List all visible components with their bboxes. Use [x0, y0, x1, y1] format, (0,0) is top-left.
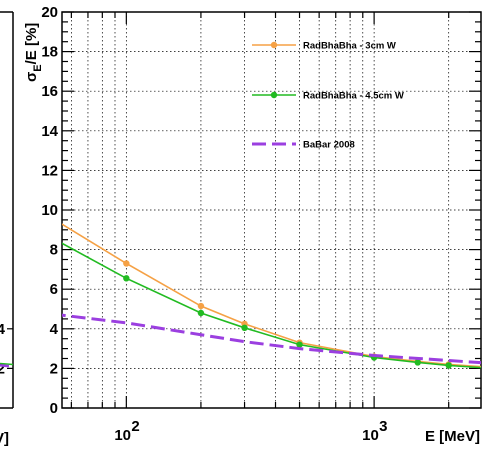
y-tick-label: 4 — [50, 321, 59, 338]
left-cut-tick-label: 2 — [0, 360, 5, 377]
legend: RadBhaBha - 3cm W RadBhaBha - 4.5cm W BaBa… — [252, 41, 404, 151]
data-point — [123, 275, 130, 282]
x-axis-title: E [MeV] — [425, 428, 480, 445]
y-axis-title-sigma: σ — [23, 72, 40, 82]
left-cut-line-purple — [0, 364, 13, 368]
x-tick-label: 10 — [114, 427, 131, 444]
series-line — [62, 223, 481, 368]
legend-label: RadBhaBha - 4.5cm W — [303, 91, 404, 102]
series-layer — [49, 223, 481, 369]
data-point — [414, 359, 421, 366]
y-axis-title-subscript: E — [32, 64, 44, 71]
data-point — [123, 260, 130, 267]
grid-lines — [62, 12, 481, 408]
y-tick-label: 6 — [50, 281, 58, 298]
left-cut-curves — [0, 362, 13, 368]
series-line-babar — [62, 313, 481, 365]
y-tick-label: 20 — [41, 4, 58, 21]
left-cut-x-label-fragment: eV] — [0, 430, 9, 447]
x-tick-label-exponent: 3 — [379, 418, 387, 435]
data-point — [197, 309, 205, 317]
data-point — [445, 362, 452, 369]
data-point — [197, 302, 205, 310]
data-point — [296, 341, 303, 348]
data-point — [241, 324, 248, 332]
x-tick-label-exponent: 2 — [131, 418, 139, 435]
left-cut-line-green — [0, 362, 13, 366]
y-tick-label: 16 — [41, 83, 58, 100]
series-2 — [62, 313, 481, 365]
legend-label: RadBhaBha - 3cm W — [303, 41, 396, 52]
y-tick-label: 10 — [41, 202, 58, 219]
legend-swatch-marker — [270, 41, 278, 49]
data-point — [49, 235, 55, 241]
axis-ticks — [62, 11, 481, 409]
y-tick-label: 0 — [50, 400, 58, 417]
y-axis-title: σE/E [%] — [23, 23, 44, 82]
y-tick-label: 12 — [41, 162, 58, 179]
legend-label: BaBar 2008 — [303, 140, 355, 151]
y-tick-label: 2 — [50, 360, 58, 377]
series-1 — [49, 235, 481, 369]
y-tick-label: 8 — [50, 242, 58, 259]
legend-swatch-marker — [270, 91, 278, 99]
y-tick-label: 14 — [41, 123, 58, 140]
left-cut-panel: 2 4 eV] — [0, 11, 14, 447]
x-tick-label: 10 — [362, 427, 379, 444]
y-axis-title-rest: /E [%] — [23, 23, 40, 65]
left-cut-tick-label: 4 — [0, 321, 6, 338]
series-0 — [62, 223, 481, 368]
y-tick-label: 18 — [41, 44, 58, 61]
